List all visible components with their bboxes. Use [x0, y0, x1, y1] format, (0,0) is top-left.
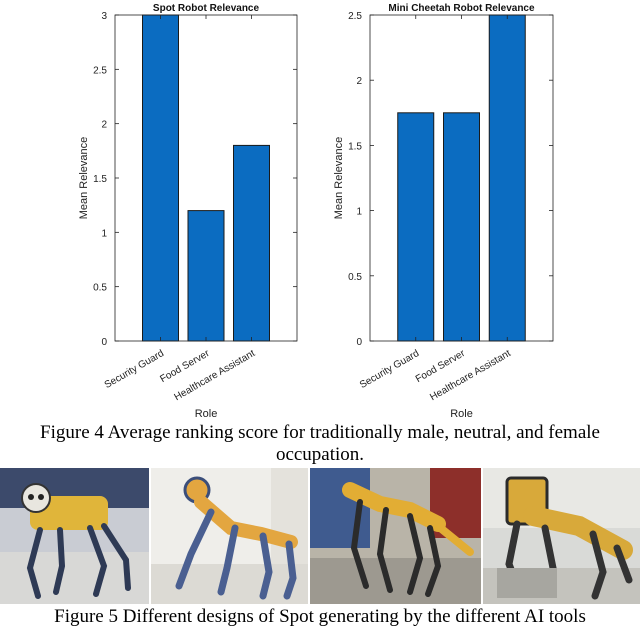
x-axis-label: Role [195, 408, 218, 420]
y-tick-label: 0.5 [348, 272, 362, 283]
bar-2 [443, 112, 480, 342]
bar-3 [488, 14, 526, 342]
y-tick-label: 0.5 [93, 283, 107, 294]
x-tick-label: Security Guard [103, 348, 166, 391]
bar-3 [233, 144, 270, 342]
x-tick-label: Security Guard [358, 348, 421, 391]
robot-photo-1 [0, 468, 149, 604]
robot-photos-strip [0, 468, 640, 604]
y-tick-label: 1.5 [348, 141, 362, 152]
chart-title: Spot Robot Relevance [153, 3, 260, 14]
robot-photo-3 [310, 468, 481, 604]
y-tick-label: 2.5 [93, 65, 107, 76]
robot-photo-2 [151, 468, 308, 604]
figure-5-caption: Figure 5 Different designs of Spot gener… [54, 606, 586, 627]
figure-4-caption: Figure 4 Average ranking score for tradi… [40, 422, 600, 465]
bar-2 [187, 210, 225, 342]
y-tick-label: 1 [101, 228, 107, 239]
y-tick-label: 2.5 [348, 11, 362, 22]
x-tick-label: Healthcare Assistant [428, 348, 513, 403]
y-tick-label: 0 [101, 337, 107, 348]
y-axis-label: Mean Relevance [78, 137, 90, 220]
y-tick-label: 2 [101, 120, 107, 131]
y-axis-label: Mean Relevance [333, 137, 345, 220]
y-tick-label: 0 [356, 337, 362, 348]
x-axis-label: Role [450, 408, 473, 420]
robot-photo-4 [483, 468, 640, 604]
y-tick-label: 1 [356, 207, 362, 218]
chart-title: Mini Cheetah Robot Relevance [388, 3, 535, 14]
y-tick-label: 3 [101, 11, 107, 22]
x-tick-label: Healthcare Assistant [173, 348, 258, 403]
bar-1 [142, 14, 179, 342]
bar-1 [397, 112, 435, 342]
y-tick-label: 2 [356, 76, 362, 87]
y-tick-label: 1.5 [93, 174, 107, 185]
